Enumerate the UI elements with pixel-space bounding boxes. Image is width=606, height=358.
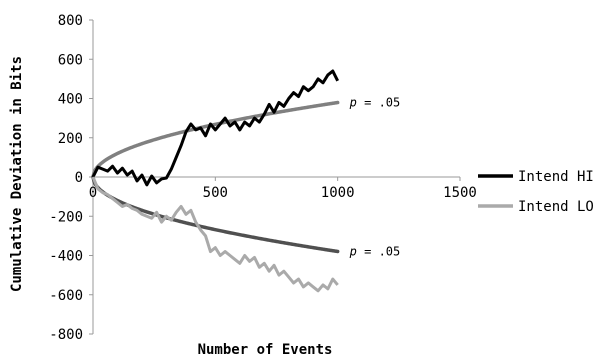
y-tick-label: 800 xyxy=(58,13,83,29)
legend: Intend HI Intend LO xyxy=(478,169,594,215)
legend-label: Intend HI xyxy=(518,169,594,185)
series-line-intend-hi xyxy=(91,69,340,187)
x-tick-label: 500 xyxy=(203,185,228,201)
p-value: = .05 xyxy=(357,244,400,258)
y-tick-label: 200 xyxy=(58,131,83,147)
x-axis-title: Number of Events xyxy=(198,342,333,358)
series-lines xyxy=(91,69,340,293)
x-tick-label: 0 xyxy=(89,185,97,201)
upper-bound-label: p = .05 xyxy=(349,96,401,110)
lower-bound-curve xyxy=(91,175,340,254)
legend-label: Intend LO xyxy=(518,199,594,215)
upper-bound-curve xyxy=(91,100,340,179)
y-tick-label: -400 xyxy=(49,249,83,265)
p-value: = .05 xyxy=(357,96,400,110)
y-tick-label: 600 xyxy=(58,52,83,68)
y-tick-label: -600 xyxy=(49,288,83,304)
x-tick-label: 1500 xyxy=(443,185,477,201)
significance-bounds: p = .05p = .05 xyxy=(91,96,401,258)
y-tick-label: -200 xyxy=(49,209,83,225)
axes: 800 600 400 200 0 -200 -400 -600 -800 0 500 1000 150… xyxy=(49,13,477,343)
y-tick-label: 400 xyxy=(58,92,83,108)
x-tick-label: 1000 xyxy=(321,185,355,201)
p-symbol: p xyxy=(349,244,357,258)
p-symbol: p xyxy=(349,96,357,110)
y-tick-label: 0 xyxy=(75,170,83,186)
series-line-intend-lo xyxy=(91,176,339,293)
y-tick-label: -800 xyxy=(49,327,83,343)
lower-bound-label: p = .05 xyxy=(349,244,401,258)
y-axis-title: Cumulative Deviation in Bits xyxy=(9,56,25,292)
